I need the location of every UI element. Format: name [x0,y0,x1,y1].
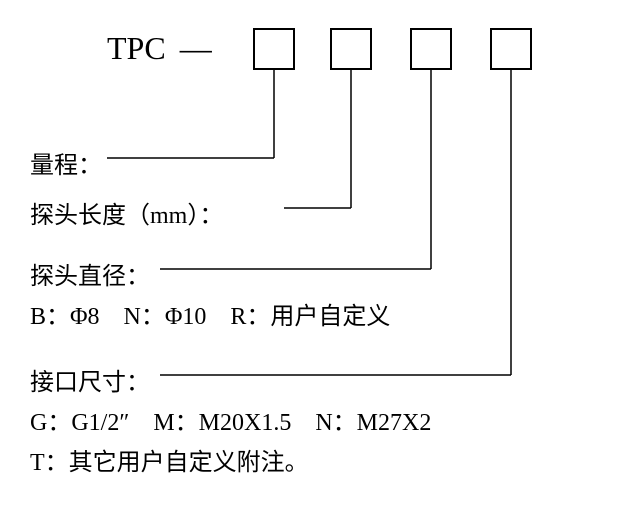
label-probe-length: 探头长度（mm）： [30,195,223,230]
code-prefix: TPC — [107,30,212,67]
label-interface-size: 接口尺寸： [30,362,150,397]
label-probe-length-title: 探头长度（mm）： [30,203,223,229]
code-box-2 [330,28,372,70]
label-range-title: 量程： [30,153,102,179]
label-range: 量程： [30,145,102,180]
label-probe-diameter-title: 探头直径： [30,264,150,290]
prefix-text: TPC [107,30,166,66]
code-box-4 [490,28,532,70]
code-box-1 [253,28,295,70]
code-box-3 [410,28,452,70]
label-interface-size-line1: G：G1/2″ M：M20X1.5 N：M27X2 [30,402,431,437]
dash-text: — [180,30,212,66]
diagram-canvas: TPC — 量程： 探头长度（mm）： 探头直径： B：Φ8 N：Φ10 R：用… [0,0,620,513]
label-interface-size-line2: T：其它用户自定义附注。 [30,442,309,477]
label-interface-size-title: 接口尺寸： [30,370,150,396]
label-probe-diameter-line1: B：Φ8 N：Φ10 R：用户自定义 [30,296,390,331]
label-probe-diameter: 探头直径： [30,256,150,291]
